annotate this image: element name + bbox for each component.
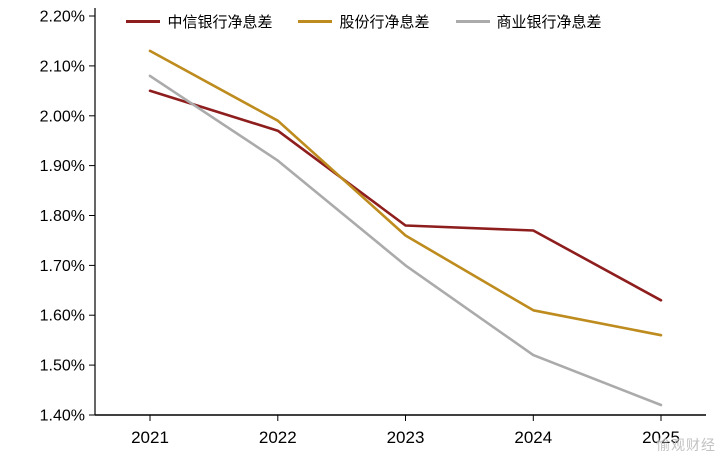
y-tick-label: 1.60% [40,308,85,325]
y-tick-label: 1.70% [40,258,85,275]
series-line-1 [148,49,663,337]
legend-line-joint-stock-banks [298,20,333,23]
legend-line-commercial-banks [455,20,490,23]
y-tick-label: 1.80% [40,208,85,225]
legend-label-commercial-banks: 商业银行净息差 [496,14,602,31]
x-tick-label: 2021 [131,428,169,447]
y-tick-label: 2.20% [40,9,85,26]
y-tick-label: 1.40% [40,408,85,425]
series-line-0 [148,89,663,302]
legend-line-citic-bank [126,20,161,23]
y-tick-label: 1.50% [40,358,85,375]
x-tick-label: 2025 [642,428,680,447]
legend-item-joint-stock-banks: 股份行净息差 [298,11,430,32]
watermark: 愉观财经 [656,437,716,453]
x-tick-label: 2022 [259,428,297,447]
x-tick-label: 2024 [514,428,552,447]
legend-label-joint-stock-banks: 股份行净息差 [339,14,430,31]
legend-item-citic-bank: 中信银行净息差 [126,11,272,32]
legend: 中信银行净息差 股份行净息差 商业银行净息差 [0,11,728,32]
y-tick-label: 2.10% [40,58,85,75]
legend-label-citic-bank: 中信银行净息差 [167,14,273,31]
y-tick-label: 1.90% [40,158,85,175]
y-tick-label: 2.00% [40,108,85,125]
series-line-2 [148,74,663,407]
legend-item-commercial-banks: 商业银行净息差 [455,11,602,32]
x-tick-label: 2023 [387,428,425,447]
